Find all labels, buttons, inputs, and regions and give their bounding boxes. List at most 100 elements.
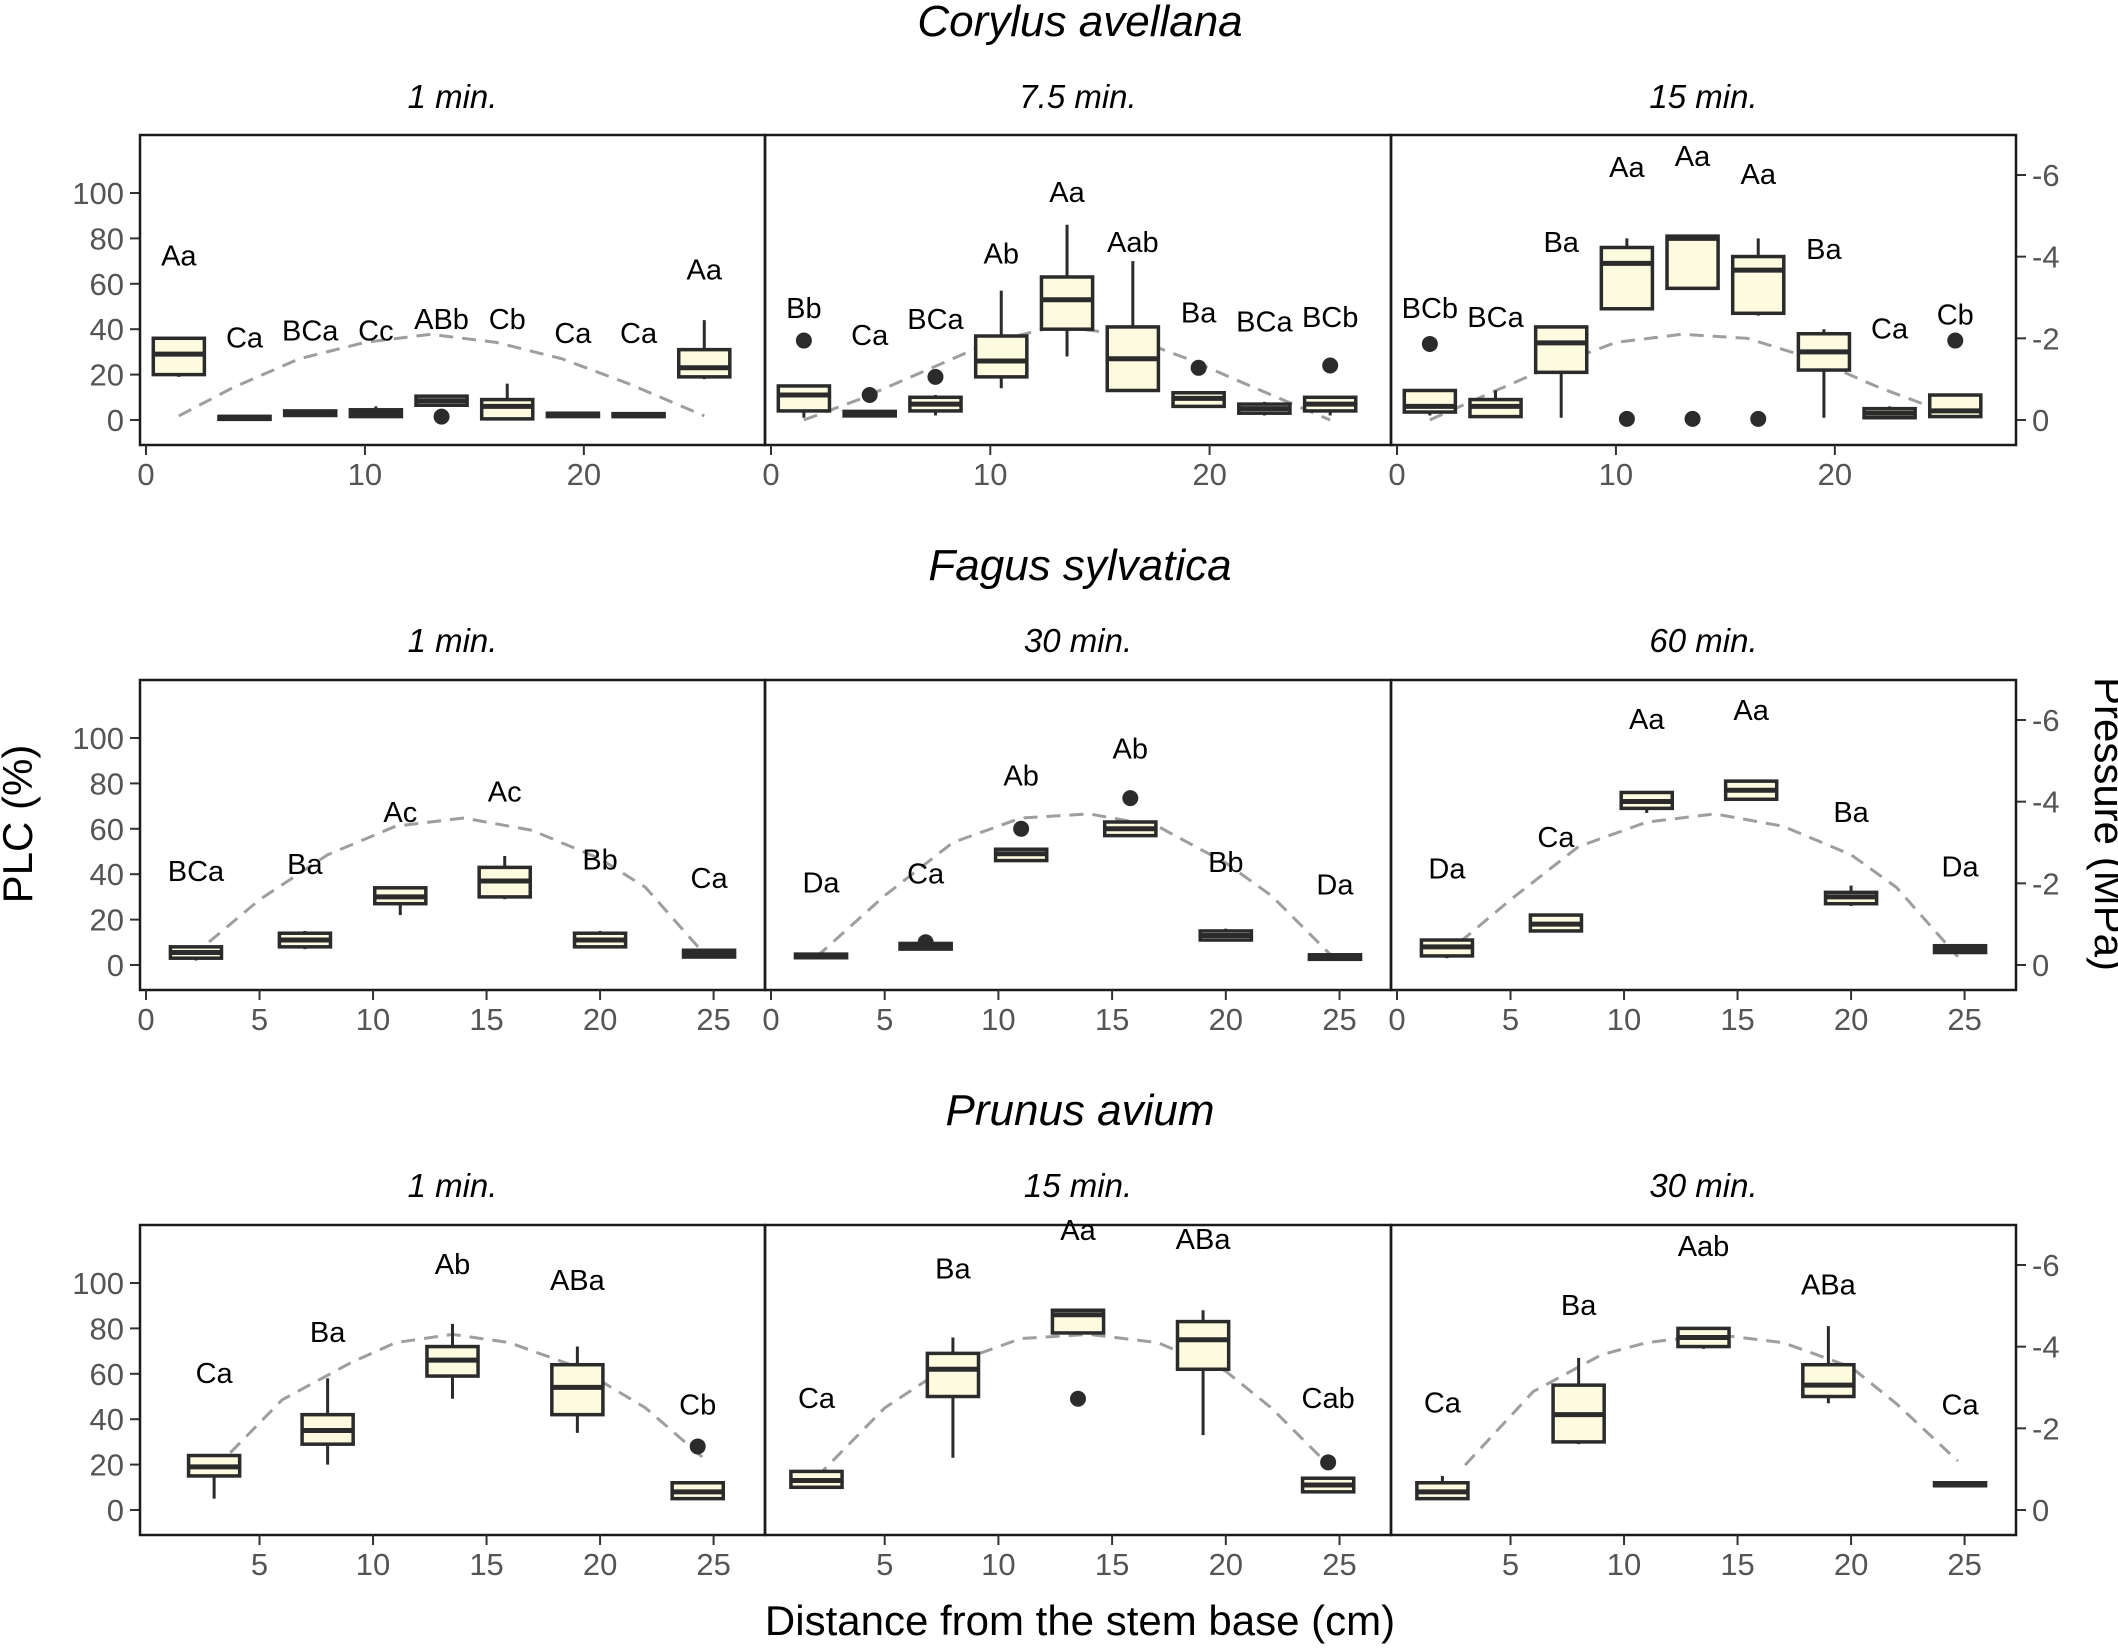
panel-title: 1 min. xyxy=(408,78,498,115)
y-tick-label: 80 xyxy=(90,766,124,801)
x-axis-title: Distance from the stem base (cm) xyxy=(765,1597,1395,1644)
box-group: Cab xyxy=(1300,1383,1356,1494)
pressure-tick-label: 0 xyxy=(2032,1493,2049,1528)
y-tick-label: 60 xyxy=(90,267,124,302)
pressure-curve xyxy=(815,1332,1334,1479)
x-tick-label: 10 xyxy=(356,1547,390,1582)
x-tick-label: 25 xyxy=(1322,1002,1356,1037)
x-tick-label: 20 xyxy=(583,1547,617,1582)
box-group: Aab xyxy=(1676,1231,1731,1349)
box-group: Ca xyxy=(1862,313,1917,420)
box-group: BCa xyxy=(168,856,225,961)
y-tick-label: 20 xyxy=(90,358,124,393)
panel-title: 1 min. xyxy=(408,1167,498,1204)
y-tick-label: 0 xyxy=(107,948,124,983)
box-group: Bb xyxy=(1198,847,1254,942)
box-outlier xyxy=(861,387,878,404)
x-tick-label: 5 xyxy=(1502,1002,1519,1037)
box-outlier xyxy=(927,368,944,385)
box-letter-label: Aa xyxy=(1049,177,1085,209)
box-group: Ca xyxy=(898,858,953,951)
box-letter-label: Ba xyxy=(1543,227,1579,259)
x-tick-label: 25 xyxy=(1322,1547,1356,1582)
figure-axes: Distance from the stem base (cm) PLC (%)… xyxy=(0,677,2118,1644)
pressure-tick-label: -6 xyxy=(2032,158,2060,193)
box-letter-label: ABa xyxy=(550,1265,606,1297)
box-group: Ba xyxy=(1796,234,1852,418)
x-tick-label: 15 xyxy=(1720,1547,1754,1582)
x-tick-label: 20 xyxy=(1192,457,1226,492)
x-tick-label: 0 xyxy=(1388,457,1405,492)
y-tick-label: 100 xyxy=(72,176,124,211)
box-outlier xyxy=(1190,359,1207,376)
box-group: Da xyxy=(793,867,849,960)
box-outlier xyxy=(795,332,812,349)
box-group: Ca xyxy=(842,320,898,418)
y-axis-title-left: PLC (%) xyxy=(0,745,41,904)
x-tick-label: 10 xyxy=(981,1002,1015,1037)
pressure-curve xyxy=(1441,812,1959,958)
box-letter-label: BCb xyxy=(1302,302,1358,334)
panel-title: 15 min. xyxy=(1649,78,1757,115)
y-tick-label: 80 xyxy=(90,221,124,256)
box-outlier xyxy=(1322,357,1339,374)
box-letter-label: Ca xyxy=(691,863,729,895)
species-group-2: Prunus avium 0 20 40 60 80 100 0 -2 -4 -6 1 min. 5 10… xyxy=(72,1086,2059,1582)
box-group: ABa xyxy=(1176,1224,1231,1436)
pressure-tick-label: -4 xyxy=(2032,240,2060,275)
x-tick-label: 10 xyxy=(973,457,1007,492)
box-letter-label: ABb xyxy=(414,304,469,336)
x-tick-label: 0 xyxy=(762,457,779,492)
box-letter-label: Ca xyxy=(554,318,592,350)
box-letter-label: Ba xyxy=(1806,234,1842,266)
box-outlier xyxy=(689,1438,706,1455)
x-tick-label: 5 xyxy=(876,1547,893,1582)
box-letter-label: Aab xyxy=(1107,227,1159,259)
box-group: Ba xyxy=(277,849,333,950)
box-letter-label: Ba xyxy=(310,1317,346,1349)
x-tick-label: 5 xyxy=(1502,1547,1519,1582)
pressure-tick-label: -2 xyxy=(2032,1411,2060,1446)
panel-frame xyxy=(1389,133,2018,447)
x-tick-label: 10 xyxy=(1607,1547,1641,1582)
x-tick-label: 25 xyxy=(696,1002,730,1037)
x-tick-label: 5 xyxy=(251,1002,268,1037)
box-group: Aab xyxy=(1105,227,1161,393)
y-tick-label: 40 xyxy=(90,1402,124,1437)
box-letter-label: Cb xyxy=(489,304,526,336)
panel-frame xyxy=(1389,678,2018,992)
panel-frame xyxy=(138,678,767,992)
box-letter-label: Da xyxy=(1942,851,1980,883)
panel-1-1: 30 min. 0 5 10 15 20 25 Da Ca Ab Ab Bb Da xyxy=(762,622,1393,1037)
y-tick-label: 60 xyxy=(90,1357,124,1392)
x-tick-label: 20 xyxy=(583,1002,617,1037)
box-outlier xyxy=(1070,1390,1086,1407)
panel-title: 15 min. xyxy=(1024,1167,1132,1204)
box-group: Da xyxy=(1419,854,1475,959)
y-tick-label: 40 xyxy=(90,857,124,892)
box-letter-label: Bb xyxy=(786,293,821,325)
pressure-tick-label: -6 xyxy=(2032,1248,2060,1283)
pressure-tick-label: -4 xyxy=(2032,785,2060,820)
box-outlier xyxy=(1122,790,1139,807)
box-group: Ca xyxy=(1415,1387,1470,1501)
pressure-curve xyxy=(178,332,705,418)
box-letter-label: Ca xyxy=(907,858,945,890)
panel-frame xyxy=(763,678,1393,992)
box-letter-label: Ca xyxy=(1537,822,1575,854)
box-letter-label: Aa xyxy=(1060,1215,1096,1247)
box-letter-label: BCa xyxy=(1467,302,1524,334)
box-letter-label: Ca xyxy=(1942,1390,1980,1422)
box-letter-label: ABa xyxy=(1801,1269,1857,1301)
x-tick-label: 0 xyxy=(137,457,154,492)
x-tick-label: 15 xyxy=(469,1002,503,1037)
box-group: Ca xyxy=(186,1358,242,1499)
box-group: Cb xyxy=(670,1390,725,1501)
box-letter-label: BCa xyxy=(1236,306,1293,338)
panel-0-1: 7.5 min. 0 10 20 Bb Ca BCa Ab Aa Aab Ba BCa BCb xyxy=(762,78,1393,492)
box-letter-label: BCa xyxy=(168,856,225,888)
